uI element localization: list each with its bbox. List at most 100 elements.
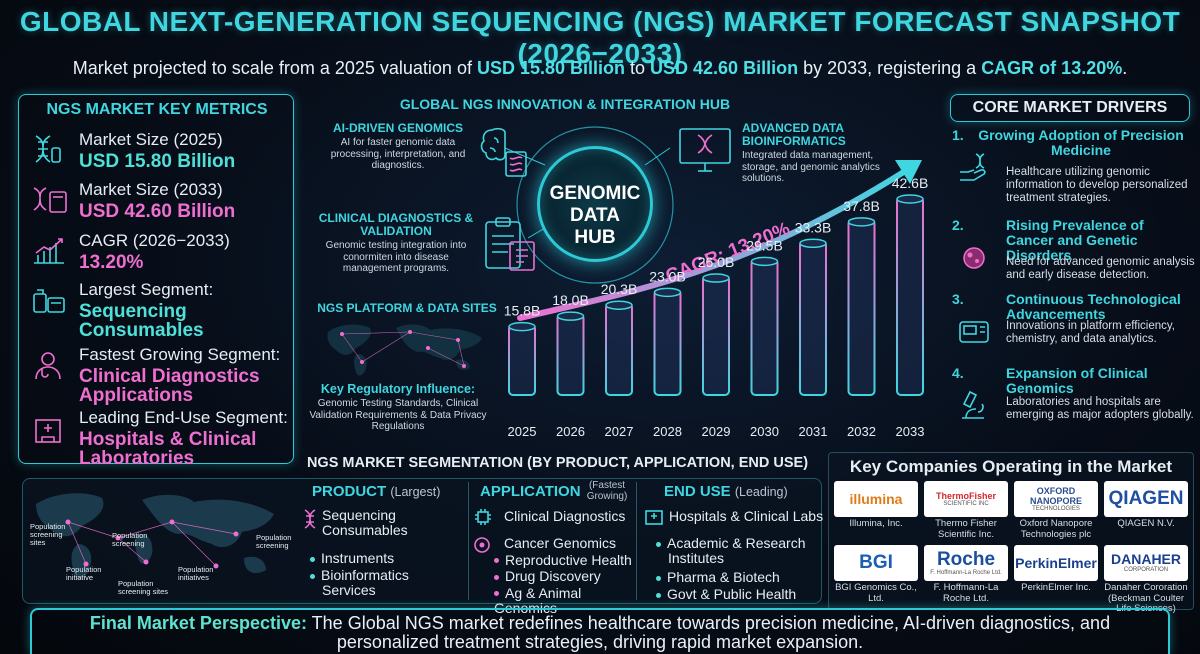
- segment-item-label: Govt & Public Health: [667, 586, 797, 602]
- company-logo: Roche F. Hoffmann-La Roche Ltd.: [924, 545, 1008, 581]
- company-logo-text: PerkinElmer: [1015, 554, 1097, 571]
- company-logo-subtext: F. Hoffmann-La Roche Ltd.: [930, 569, 1002, 576]
- company-logo-text: DANAHER: [1111, 551, 1181, 567]
- segment-list-item: Pharma & Biotech: [656, 570, 816, 585]
- growth-chart-icon: [34, 238, 64, 264]
- driver-title: Expansion of Clinical Genomics: [1006, 365, 1148, 396]
- driver-desc: Laboratories and hospitals are emerging …: [1006, 396, 1194, 421]
- x-tick-label: 2027: [605, 424, 634, 439]
- metric-value: USD 15.80 Billion: [79, 151, 236, 172]
- bar-value-label: 15.8B: [504, 303, 541, 319]
- companies-heading: Key Companies Operating in the Market: [849, 457, 1173, 476]
- bioinformatics-desc: Integrated data management, storage, and…: [742, 150, 880, 184]
- dna-icon: [35, 135, 61, 163]
- bullet-icon: [494, 591, 499, 597]
- company-logo: PerkinElmer: [1014, 545, 1098, 581]
- hospital-icon: [35, 419, 61, 443]
- company-logo-text: illumina: [849, 490, 903, 507]
- product-segment-header: PRODUCT (Largest): [312, 483, 440, 500]
- bioinformatics-title: ADVANCED DATA BIOINFORMATICS: [742, 121, 846, 148]
- bar: [508, 323, 536, 396]
- precision-medicine-icon: [960, 153, 986, 181]
- metric-value: USD 42.60 Billion: [79, 201, 236, 222]
- bioinformatics-block: ADVANCED DATA BIOINFORMATICS Integrated …: [742, 122, 892, 185]
- product-note: (Largest): [390, 485, 441, 499]
- final-perspective-text: Final Market Perspective: The Global NGS…: [60, 614, 1140, 652]
- bullet-icon: [310, 556, 315, 562]
- x-tick-label: 2029: [702, 424, 731, 439]
- segment-item-label: Bioinformatics Services: [321, 567, 409, 598]
- brain-icon: [480, 127, 527, 177]
- chip-icon: [475, 509, 491, 525]
- bar-top: [508, 321, 536, 332]
- company-logo-text: Roche: [936, 548, 996, 570]
- company-logo: QIAGEN: [1104, 481, 1188, 517]
- drivers-heading-box: CORE MARKET DRIVERS: [950, 94, 1190, 122]
- dna-small-icon: [304, 509, 316, 529]
- company-logo-text: BGI: [859, 552, 893, 573]
- subtitle-cagr: CAGR of 13.20%: [981, 58, 1123, 78]
- bar-top: [653, 287, 682, 298]
- segment-item-label: Reproductive Health: [505, 551, 632, 568]
- metric-value: 13.20%: [79, 252, 144, 273]
- growth-arrowhead: [895, 160, 922, 184]
- bar-top: [556, 311, 585, 321]
- company-name: QIAGEN N.V.: [1117, 518, 1175, 529]
- driver-desc: Need for advanced genomic analysis and e…: [1006, 256, 1195, 281]
- bar: [896, 196, 924, 396]
- segmentation-heading: NGS MARKET SEGMENTATION (BY PRODUCT, APP…: [306, 455, 809, 471]
- bar-value-label: 37.8B: [843, 198, 880, 214]
- company-name: Oxford Nanopore Technologies plc: [1019, 518, 1093, 540]
- bar-top: [847, 217, 876, 227]
- metric-label: Market Size (2033): [79, 180, 223, 199]
- microscope-icon: [962, 390, 984, 419]
- metric-value: Sequencing Consumables: [79, 301, 204, 341]
- metric-label: Largest Segment:: [79, 280, 214, 299]
- application-top-item: Clinical Diagnostics: [504, 508, 626, 524]
- bar-value-label: 33.3B: [795, 219, 832, 235]
- driver-number: 4.: [952, 365, 964, 381]
- x-tick-label: 2033: [896, 424, 925, 439]
- segment-divider: [636, 482, 637, 600]
- segment-item-label: Pharma & Biotech: [667, 569, 780, 585]
- doctor-icon: [35, 352, 61, 380]
- subtitle-text: Market projected to scale from a 2025 va…: [72, 58, 477, 78]
- metric-value: Hospitals & Clinical Laboratories: [79, 429, 257, 469]
- x-tick-label: 2026: [556, 424, 585, 439]
- map-label: Population screening sites: [30, 522, 66, 547]
- bar-value-label: 18.0B: [552, 292, 589, 308]
- segment-item-label: Drug Discovery: [505, 568, 601, 584]
- clipboard-icon: [485, 217, 535, 271]
- segment-list-item: Ag & Animal Genomics: [494, 585, 644, 616]
- driver-desc: Innovations in platform efficiency, chem…: [1006, 320, 1175, 345]
- x-tick-label: 2025: [508, 424, 537, 439]
- company-name: Thermo Fisher Scientific Inc.: [935, 518, 997, 540]
- clinical-diagnostics-title: CLINICAL DIAGNOSTICS & VALIDATION: [318, 211, 474, 238]
- application-note: (Fastest Growing): [586, 480, 628, 502]
- metric-item: CAGR (2026−2033) 13.20%: [79, 231, 289, 272]
- metric-item: Fastest Growing Segment: Clinical Diagnos…: [79, 345, 289, 405]
- driver-title: Continuous Technological Advancements: [1006, 291, 1181, 322]
- ai-genomics-block: AI-DRIVEN GENOMICS AI for faster genomic…: [318, 122, 478, 172]
- metric-label: Leading End-Use Segment:: [79, 408, 288, 427]
- metric-item: Market Size (2025) USD 15.80 Billion: [79, 130, 289, 171]
- subtitle-text: .: [1122, 58, 1128, 78]
- x-tick-label: 2031: [799, 424, 828, 439]
- map-label: Population initiatives: [178, 565, 214, 582]
- metric-label: Market Size (2025): [79, 130, 223, 149]
- company-logo: OXFORD NANOPORE TECHNOLOGIES: [1014, 481, 1098, 517]
- bar-value-label: 20.3B: [601, 281, 638, 297]
- subtitle-text: by 2033, registering a: [798, 58, 982, 78]
- market-forecast-chart: CAGR: 13.20%15.8B202518.0B202620.3B20272…: [504, 160, 929, 439]
- segment-divider: [468, 482, 469, 600]
- bullet-icon: [494, 574, 499, 580]
- company-logo-text: OXFORD NANOPORE: [1029, 485, 1082, 506]
- product-title: PRODUCT: [312, 483, 387, 500]
- company-logo-subtext: SCIENTIFIC INC: [943, 500, 989, 507]
- computer-dna-icon: [679, 128, 731, 172]
- bar: [605, 302, 633, 396]
- drivers-heading: CORE MARKET DRIVERS: [972, 99, 1168, 116]
- reagent-kits-icon: [33, 289, 65, 313]
- company-name: PerkinElmer Inc.: [1021, 582, 1091, 593]
- bar-value-label: 42.6B: [892, 175, 929, 191]
